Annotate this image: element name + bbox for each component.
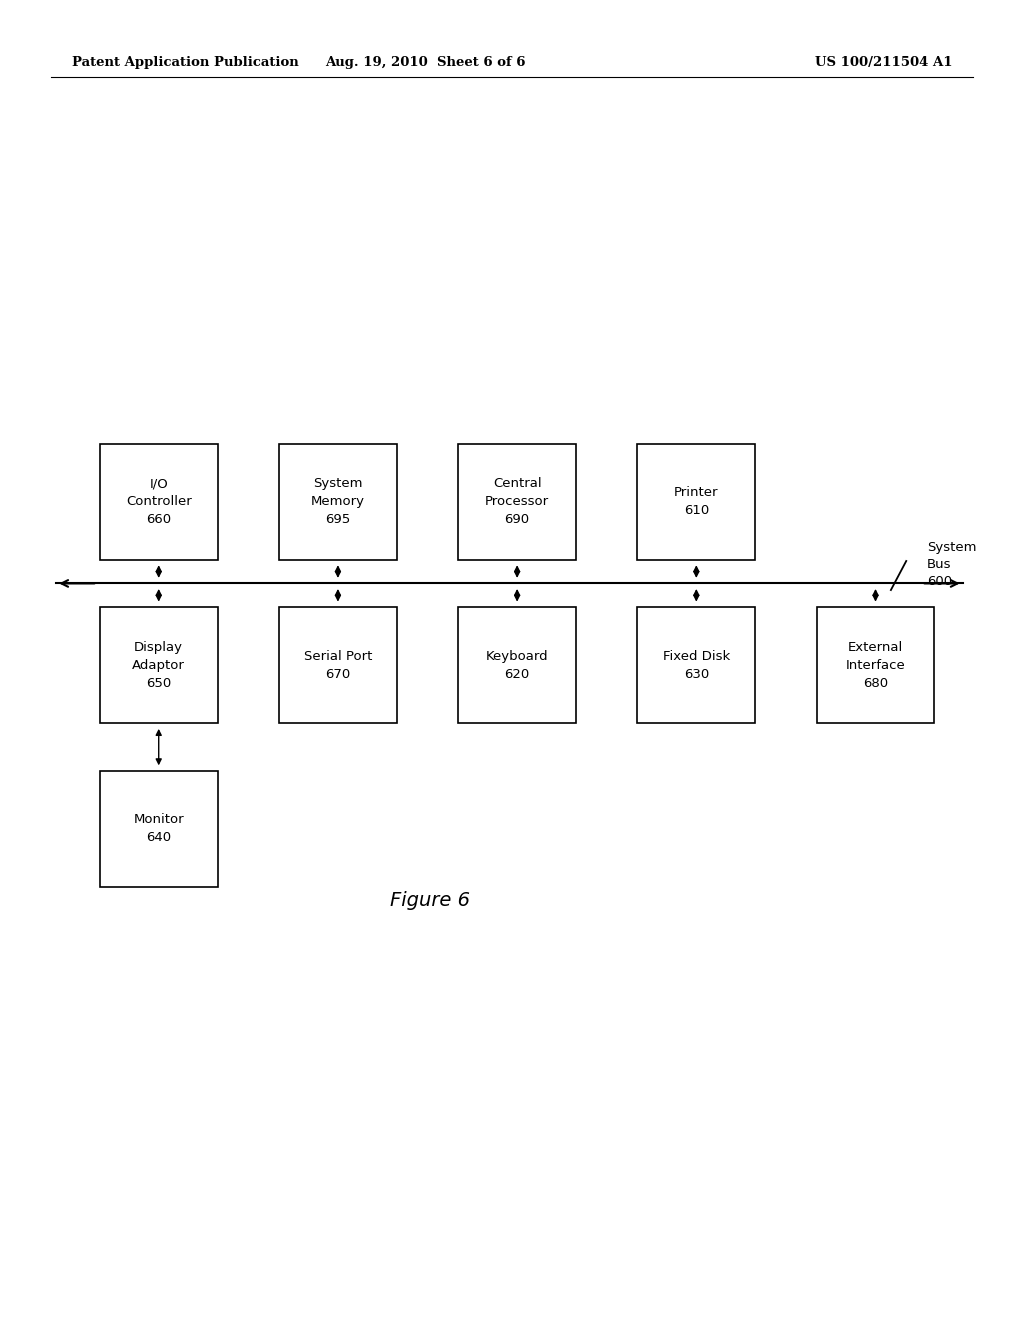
- Bar: [637, 444, 756, 560]
- Text: US 100/211504 A1: US 100/211504 A1: [815, 55, 952, 69]
- Bar: [279, 607, 397, 723]
- Text: Central
Processor
690: Central Processor 690: [485, 477, 549, 527]
- Text: Fixed Disk
630: Fixed Disk 630: [663, 649, 730, 681]
- Text: Figure 6: Figure 6: [390, 891, 470, 909]
- Text: I/O
Controller
660: I/O Controller 660: [126, 477, 191, 527]
- Text: Monitor
640: Monitor 640: [133, 813, 184, 845]
- Bar: [100, 771, 218, 887]
- Bar: [100, 444, 218, 560]
- Text: System
Memory
695: System Memory 695: [311, 477, 365, 527]
- Text: Display
Adaptor
650: Display Adaptor 650: [132, 640, 185, 690]
- Text: Aug. 19, 2010  Sheet 6 of 6: Aug. 19, 2010 Sheet 6 of 6: [325, 55, 525, 69]
- Text: Keyboard
620: Keyboard 620: [485, 649, 549, 681]
- Bar: [459, 607, 575, 723]
- Bar: [100, 607, 218, 723]
- Text: External
Interface
680: External Interface 680: [846, 640, 905, 690]
- Text: Printer
610: Printer 610: [674, 486, 719, 517]
- Bar: [459, 444, 575, 560]
- Bar: [637, 607, 756, 723]
- Bar: [279, 444, 397, 560]
- Text: Serial Port
670: Serial Port 670: [304, 649, 372, 681]
- Bar: [817, 607, 934, 723]
- Text: Patent Application Publication: Patent Application Publication: [72, 55, 298, 69]
- Text: System
Bus
600: System Bus 600: [927, 541, 976, 589]
